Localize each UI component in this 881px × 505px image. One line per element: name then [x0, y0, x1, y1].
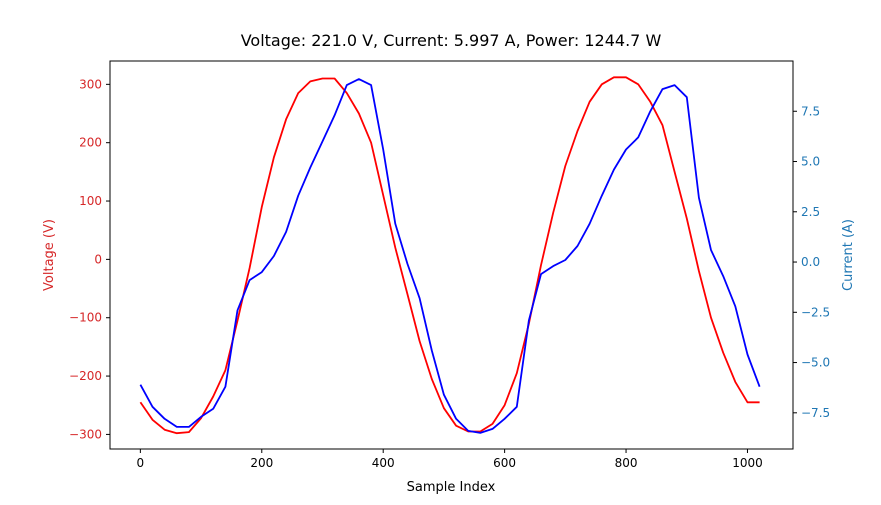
current-tick-label: 7.5	[801, 104, 820, 118]
x-tick-label: 0	[137, 456, 145, 470]
voltage-tick-label: 300	[79, 77, 102, 91]
x-axis: 0 200 400 600 800 1000	[137, 449, 763, 470]
current-axis: −7.5 −5.0 −2.5 0.0 2.5 5.0 7.5	[793, 104, 830, 420]
current-tick-label: −5.0	[801, 356, 830, 370]
voltage-tick-label: 100	[79, 194, 102, 208]
current-axis-label: Current (A)	[841, 219, 856, 291]
current-tick-label: −2.5	[801, 305, 830, 319]
current-tick-label: −7.5	[801, 406, 830, 420]
current-tick-label: 5.0	[801, 155, 820, 169]
chart-title: Voltage: 221.0 V, Current: 5.997 A, Powe…	[241, 31, 662, 50]
current-series-line	[139, 78, 761, 434]
voltage-axis-label: Voltage (V)	[42, 219, 57, 291]
plot-lines	[139, 76, 761, 435]
voltage-axis: −300 −200 −100 0 100 200 300	[69, 77, 110, 441]
plot-frame	[109, 60, 794, 450]
current-tick-label: 2.5	[801, 205, 820, 219]
x-tick-label: 400	[372, 456, 395, 470]
x-axis-label: Sample Index	[407, 480, 496, 495]
current-tick-label: 0.0	[801, 255, 820, 269]
voltage-tick-label: 200	[79, 136, 102, 150]
x-tick-label: 600	[493, 456, 516, 470]
x-tick-label: 1000	[732, 456, 763, 470]
voltage-tick-label: 0	[94, 252, 102, 266]
voltage-tick-label: −300	[69, 427, 102, 441]
voltage-tick-label: −200	[69, 369, 102, 383]
x-tick-label: 200	[250, 456, 273, 470]
x-tick-label: 800	[615, 456, 638, 470]
voltage-tick-label: −100	[69, 311, 102, 325]
